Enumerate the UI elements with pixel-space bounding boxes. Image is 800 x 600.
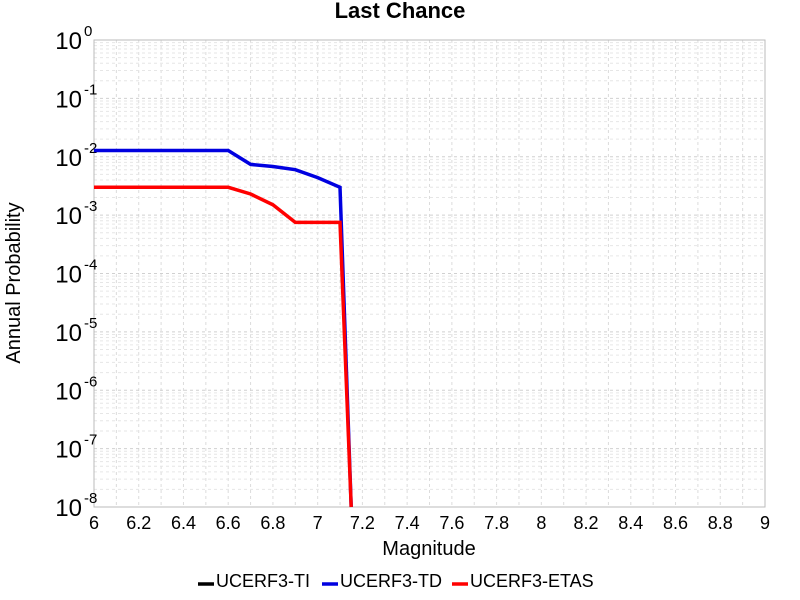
legend-item: UCERF3-ETAS xyxy=(452,571,594,591)
x-tick-label: 6.8 xyxy=(260,513,285,533)
y-tick-exponent: -6 xyxy=(84,373,97,390)
y-axis-label: Annual Probability xyxy=(3,202,25,363)
y-tick-base: 10 xyxy=(55,378,82,405)
y-tick-label: 10 -7 xyxy=(55,432,97,464)
x-tick-label: 6.2 xyxy=(126,513,151,533)
y-tick-label: 10 -4 xyxy=(55,257,97,289)
legend-item: UCERF3-TD xyxy=(322,571,442,591)
y-tick-label: 10 -1 xyxy=(55,81,97,113)
y-tick-exponent: -1 xyxy=(84,81,97,98)
y-tick-label: 10 0 xyxy=(55,23,92,55)
chart-title: Last Chance xyxy=(335,0,466,23)
y-tick-base: 10 xyxy=(55,437,82,464)
y-tick-exponent: -8 xyxy=(84,490,97,507)
y-tick-base: 10 xyxy=(55,145,82,172)
y-tick-label: 10 -6 xyxy=(55,373,97,405)
y-tick-exponent: -7 xyxy=(84,432,97,449)
y-tick-label: 10 -5 xyxy=(55,315,97,347)
x-tick-label: 8 xyxy=(536,513,546,533)
legend-label: UCERF3-TI xyxy=(216,571,310,591)
x-tick-label: 7.6 xyxy=(439,513,464,533)
y-tick-label: 10 -2 xyxy=(55,140,97,172)
y-tick-base: 10 xyxy=(55,262,82,289)
series-line-ucerf3-etas xyxy=(94,185,353,508)
x-tick-label: 7.2 xyxy=(350,513,375,533)
x-tick-label: 6 xyxy=(89,513,99,533)
x-tick-label: 6.6 xyxy=(216,513,241,533)
x-tick-labels: 6 6.2 6.4 6.6 6.8 7 7.2 7.4 7.6 7.8 8 8.2 8.4 8.6 8.8 9 xyxy=(89,513,770,533)
legend-label: UCERF3-ETAS xyxy=(470,571,594,591)
x-tick-label: 6.4 xyxy=(171,513,196,533)
y-tick-exponent: -5 xyxy=(84,315,97,332)
grid-lines xyxy=(93,40,766,508)
y-tick-base: 10 xyxy=(55,495,82,522)
legend: UCERF3-TI UCERF3-TD UCERF3-ETAS xyxy=(198,571,594,591)
x-tick-label: 7.8 xyxy=(484,513,509,533)
y-tick-base: 10 xyxy=(55,203,82,230)
y-tick-base: 10 xyxy=(55,28,82,55)
legend-label: UCERF3-TD xyxy=(340,571,442,591)
series-line-ucerf3-td xyxy=(94,148,353,508)
x-tick-label: 8.6 xyxy=(663,513,688,533)
series-lines xyxy=(94,148,353,508)
y-tick-base: 10 xyxy=(55,86,82,113)
x-tick-label: 9 xyxy=(760,513,770,533)
x-tick-label: 8.2 xyxy=(574,513,599,533)
x-tick-label: 8.8 xyxy=(708,513,733,533)
x-axis-label: Magnitude xyxy=(382,538,475,560)
y-tick-label: 10 -3 xyxy=(55,198,97,230)
plot-area-border xyxy=(93,39,766,508)
y-tick-exponent: -3 xyxy=(84,198,97,215)
y-tick-exponent: -4 xyxy=(84,257,97,274)
x-tick-label: 8.4 xyxy=(618,513,643,533)
x-tick-label: 7 xyxy=(313,513,323,533)
y-tick-exponent: 0 xyxy=(84,23,92,40)
legend-item: UCERF3-TI xyxy=(198,571,310,591)
y-tick-base: 10 xyxy=(55,320,82,347)
y-tick-exponent: -2 xyxy=(84,140,97,157)
y-tick-label: 10 -8 xyxy=(55,490,97,522)
x-tick-label: 7.4 xyxy=(395,513,420,533)
